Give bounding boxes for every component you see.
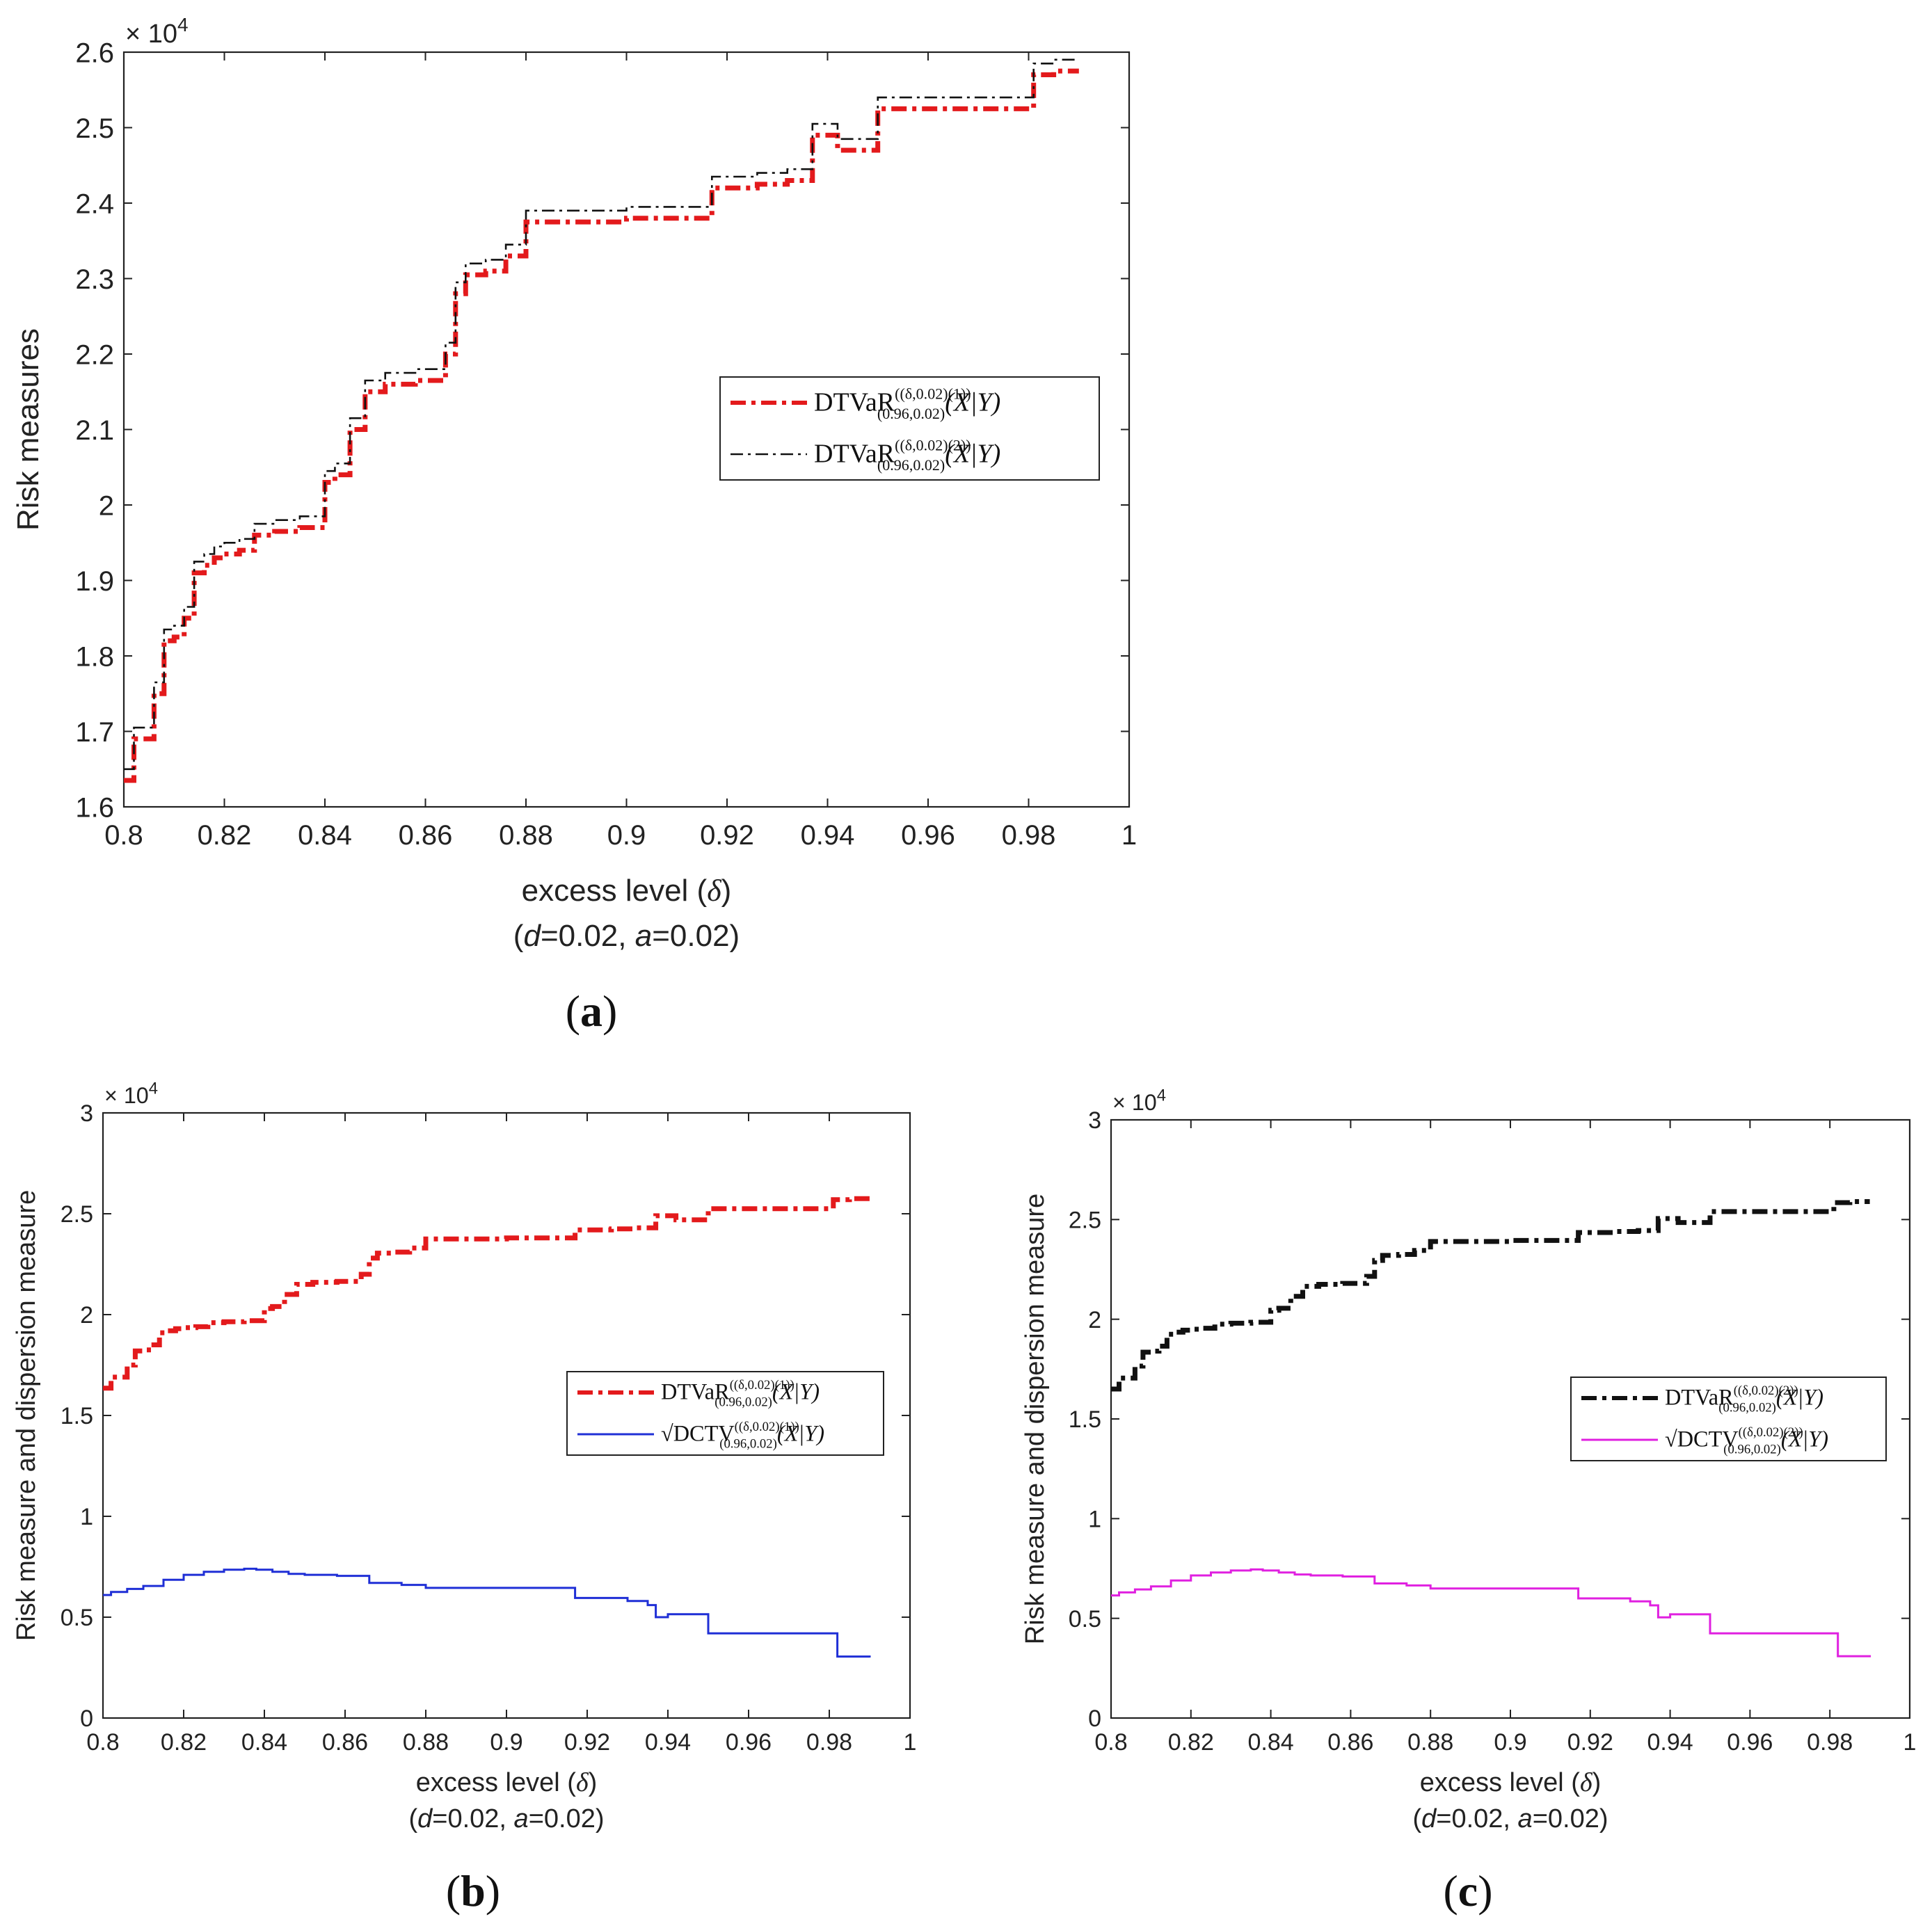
- y-tick-label: 2.4: [75, 188, 114, 219]
- y-tick-label: 0: [80, 1706, 93, 1732]
- y-tick-label: 2: [80, 1302, 93, 1329]
- x-tick-label: 0.82: [198, 820, 252, 851]
- x-tick-label: 0.9: [1494, 1729, 1526, 1756]
- y-axis-label: Risk measure and dispersion measure: [12, 1190, 41, 1641]
- legend-label: DTVaR((δ,0.02)(1)) (0.96,0.02)(X|Y): [814, 385, 1000, 422]
- x-tick-label: 1: [1121, 820, 1137, 851]
- x-axis-subtitle: (d=0.02, a=0.02): [1412, 1804, 1608, 1833]
- y-tick-label: 2.5: [1069, 1207, 1101, 1234]
- y-tick-label: 2.6: [75, 38, 114, 68]
- x-axis-label: excess level (δ): [416, 1768, 598, 1797]
- x-tick-label: 0.88: [499, 820, 553, 851]
- x-tick-label: 0.98: [1807, 1729, 1853, 1756]
- x-tick-label: 0.82: [1168, 1729, 1214, 1756]
- y-exponent-label: × 104: [125, 14, 189, 49]
- series-line-1: [103, 1196, 870, 1391]
- legend-label: √DCTV((δ,0.02)(2)) (0.96,0.02)(X|Y): [1665, 1425, 1828, 1456]
- y-tick-label: 1: [1088, 1507, 1101, 1533]
- legend-box: [719, 376, 1100, 481]
- x-tick-label: 0.98: [1002, 820, 1056, 851]
- x-tick-label: 0.8: [104, 820, 143, 851]
- legend: DTVaR((δ,0.02)(1)) (0.96,0.02)(X|Y) DTVaR(…: [719, 376, 1100, 481]
- y-tick-label: 2: [99, 490, 114, 521]
- x-tick-label: 1: [904, 1729, 917, 1756]
- x-tick-label: 0.88: [403, 1729, 449, 1756]
- y-tick-label: 2: [1088, 1307, 1101, 1333]
- y-tick-label: 3: [1088, 1107, 1101, 1134]
- x-tick-label: 1: [1903, 1729, 1917, 1756]
- legend-label: DTVaR((δ,0.02)(2)) (0.96,0.02)(X|Y): [1665, 1383, 1823, 1415]
- series-line-1: [1111, 1199, 1870, 1392]
- y-tick-label: 1.7: [75, 717, 114, 748]
- y-tick-label: 0.5: [1069, 1606, 1101, 1632]
- y-tick-label: 0.5: [61, 1605, 93, 1631]
- y-tick-label: 1.6: [75, 792, 114, 823]
- panel-label: (c): [1443, 1866, 1492, 1916]
- x-tick-label: 0.82: [161, 1729, 207, 1756]
- y-tick-label: 1.9: [75, 566, 114, 597]
- x-tick-label: 0.98: [806, 1729, 852, 1756]
- x-tick-label: 0.9: [490, 1729, 522, 1756]
- x-tick-label: 0.92: [700, 820, 754, 851]
- x-tick-label: 0.8: [86, 1729, 119, 1756]
- legend: DTVaR((δ,0.02)(2)) (0.96,0.02)(X|Y) √DCTV(…: [1570, 1377, 1887, 1461]
- y-axis-label: Risk measure and dispersion measure: [1021, 1194, 1050, 1644]
- y-tick-label: 2.1: [75, 415, 114, 446]
- x-tick-label: 0.86: [1327, 1729, 1373, 1756]
- x-tick-label: 0.96: [901, 820, 955, 851]
- y-exponent-label: × 104: [104, 1079, 158, 1108]
- x-tick-label: 0.96: [726, 1729, 772, 1756]
- x-axis-label: excess level (δ): [1420, 1768, 1602, 1797]
- x-tick-label: 0.8: [1094, 1729, 1127, 1756]
- y-exponent-label: × 104: [1112, 1086, 1166, 1115]
- x-axis-subtitle: (d=0.02, a=0.02): [513, 919, 740, 953]
- y-tick-label: 2.5: [75, 113, 114, 144]
- y-tick-label: 1.5: [1069, 1406, 1101, 1433]
- legend-label: DTVaR((δ,0.02)(1)) (0.96,0.02)(X|Y): [661, 1378, 820, 1409]
- x-tick-label: 0.9: [607, 820, 646, 851]
- x-tick-label: 0.86: [399, 820, 453, 851]
- x-tick-label: 0.86: [322, 1729, 368, 1756]
- x-tick-label: 0.84: [1248, 1729, 1294, 1756]
- y-axis-label: Risk measures: [11, 328, 45, 531]
- y-tick-label: 0: [1088, 1706, 1101, 1732]
- panel-label: (b): [446, 1866, 500, 1916]
- y-tick-label: 3: [80, 1100, 93, 1127]
- series-line-2: [1111, 1568, 1871, 1658]
- legend: DTVaR((δ,0.02)(1)) (0.96,0.02)(X|Y) √DCTV(…: [566, 1371, 884, 1456]
- x-axis-label: excess level (δ): [522, 874, 732, 908]
- y-tick-label: 1: [80, 1504, 93, 1530]
- panel-b: 0.8 0.82 0.84 0.86 0.88 0.9 0.92 0.94 0.96 0.98 1 0…: [12, 1079, 916, 1916]
- legend-label: DTVaR((δ,0.02)(2)) (0.96,0.02)(X|Y): [814, 436, 1000, 474]
- x-tick-label: 0.88: [1407, 1729, 1453, 1756]
- legend-label: √DCTV((δ,0.02)(1)) (0.96,0.02)(X|Y): [661, 1420, 824, 1451]
- y-tick-label: 2.5: [61, 1201, 93, 1228]
- panel-label: (a): [566, 986, 618, 1036]
- x-tick-label: 0.92: [564, 1729, 610, 1756]
- y-tick-label: 2.2: [75, 339, 114, 370]
- legend-box: [566, 1371, 884, 1456]
- x-tick-label: 0.84: [241, 1729, 287, 1756]
- x-tick-label: 0.94: [645, 1729, 691, 1756]
- x-tick-label: 0.92: [1567, 1729, 1613, 1756]
- y-tick-label: 1.8: [75, 641, 114, 672]
- x-tick-label: 0.84: [298, 820, 352, 851]
- x-axis-subtitle: (d=0.02, a=0.02): [408, 1804, 604, 1833]
- x-tick-label: 0.94: [801, 820, 855, 851]
- series-line-1: [124, 68, 1079, 783]
- legend-box: [1570, 1377, 1887, 1461]
- panel-c: 0.8 0.82 0.84 0.86 0.88 0.9 0.92 0.94 0.96 0.98 1 0…: [1021, 1086, 1916, 1916]
- series-line-2: [103, 1567, 871, 1658]
- series-line-2: [124, 58, 1079, 771]
- x-tick-label: 0.96: [1727, 1729, 1773, 1756]
- panel-a: 0.8 0.82 0.84 0.86 0.88 0.9 0.92 0.94 0.96 0.98 1 1…: [11, 14, 1137, 1036]
- y-tick-label: 1.5: [61, 1403, 93, 1429]
- x-tick-label: 0.94: [1647, 1729, 1693, 1756]
- y-tick-label: 2.3: [75, 264, 114, 295]
